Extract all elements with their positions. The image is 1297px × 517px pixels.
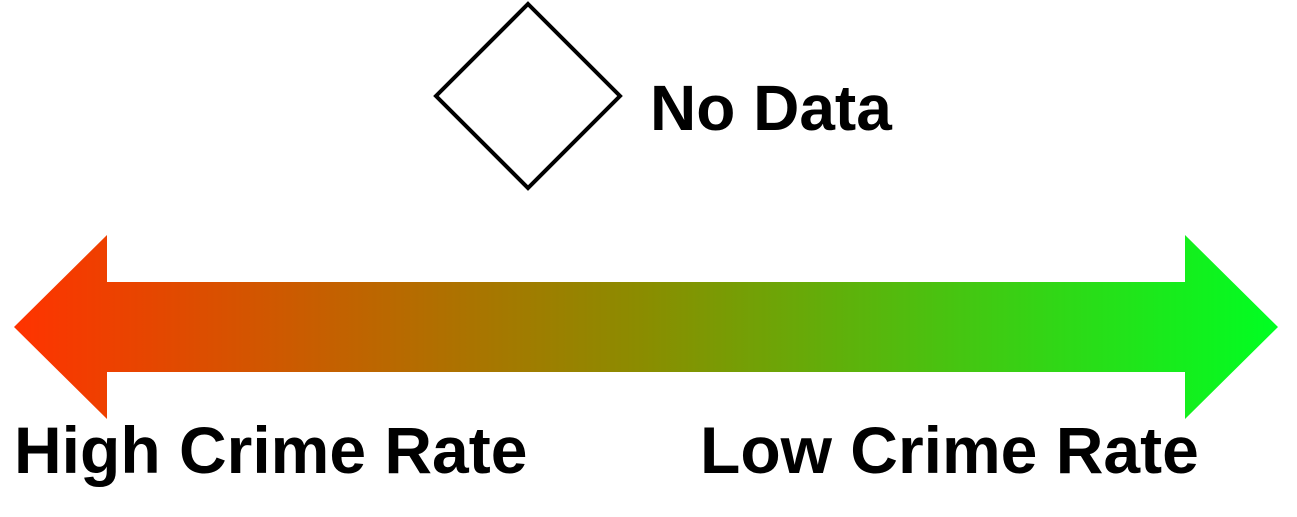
high-crime-rate-label: High Crime Rate xyxy=(14,413,528,487)
double-headed-arrow-shape xyxy=(14,235,1278,419)
no-data-diamond-icon xyxy=(433,1,623,191)
crime-rate-gradient-arrow xyxy=(14,235,1278,419)
no-data-diamond-shape xyxy=(433,1,623,191)
low-crime-rate-label: Low Crime Rate xyxy=(700,413,1199,487)
no-data-label: No Data xyxy=(650,72,892,144)
